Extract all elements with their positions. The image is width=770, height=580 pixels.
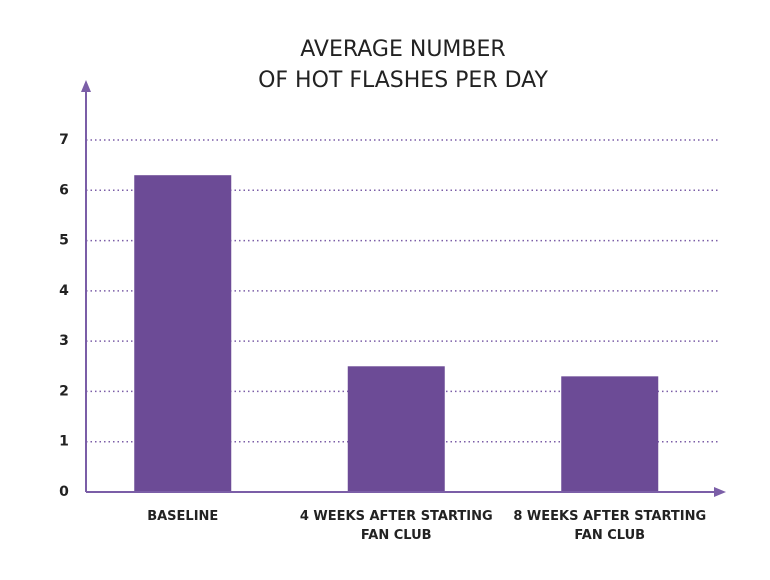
y-tick-label: 0 [59, 484, 69, 500]
y-tick-label: 3 [59, 333, 69, 349]
x-tick-label: 4 WEEKS AFTER STARTING FAN CLUB [299, 509, 493, 543]
chart-title: AVERAGE NUMBER [300, 37, 505, 62]
x-tick-label: 8 WEEKS AFTER STARTING FAN CLUB [513, 509, 707, 543]
y-tick-label: 5 [59, 233, 69, 249]
y-tick-label: 2 [59, 383, 69, 399]
y-tick-label: 1 [59, 434, 69, 450]
y-tick-label: 4 [59, 283, 69, 299]
x-tick-label: BASELINE [147, 509, 219, 524]
bar [347, 366, 445, 492]
bar [134, 175, 232, 492]
y-tick-label: 7 [59, 132, 69, 148]
bar [561, 376, 659, 492]
y-axis-arrow [81, 80, 91, 92]
y-tick-label: 6 [59, 182, 69, 198]
chart-title: OF HOT FLASHES PER DAY [258, 68, 548, 93]
x-axis-arrow [714, 487, 726, 497]
